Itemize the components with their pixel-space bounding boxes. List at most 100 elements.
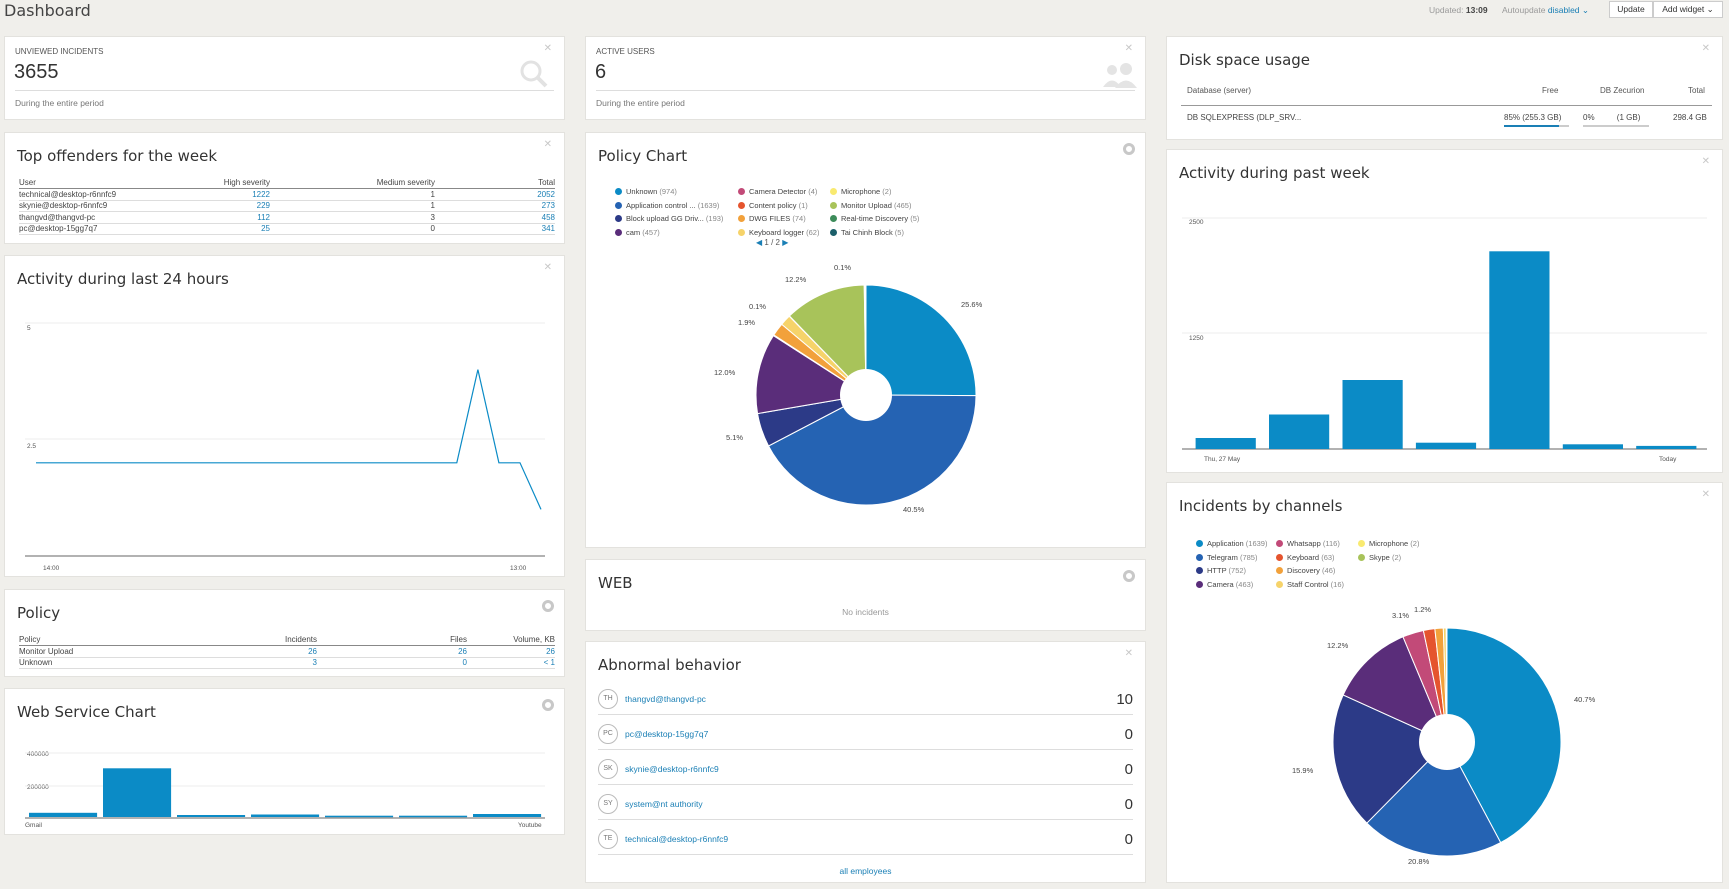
legend-swatch <box>738 188 745 195</box>
autoupdate-toggle[interactable]: Autoupdate disabled ⌄ <box>1502 5 1589 16</box>
pie-slice[interactable] <box>864 284 867 396</box>
bar[interactable] <box>177 815 246 817</box>
legend-item[interactable]: Block upload GG Driv... (193) <box>615 214 723 223</box>
pie-slice[interactable] <box>865 284 977 397</box>
updated-time: 13:09 <box>1465 5 1488 15</box>
pie-slice[interactable] <box>767 394 977 506</box>
bar[interactable] <box>1269 414 1330 450</box>
bar[interactable] <box>1342 380 1403 449</box>
bar[interactable] <box>1489 251 1550 449</box>
gear-icon[interactable] <box>1123 143 1135 155</box>
legend-item[interactable]: Content policy (1) <box>738 201 808 210</box>
legend-item[interactable]: Whatsapp (116) <box>1276 539 1340 548</box>
col-volume: Volume, KB <box>467 634 555 646</box>
close-icon[interactable]: ✕ <box>1124 648 1133 659</box>
close-icon[interactable]: ✕ <box>1124 43 1133 54</box>
bar[interactable] <box>29 812 98 817</box>
col-user: User <box>19 177 190 189</box>
close-icon[interactable]: ✕ <box>1701 156 1710 167</box>
high-severity-link[interactable]: 112 <box>190 211 270 224</box>
legend-item[interactable]: Camera Detector (4) <box>738 187 817 196</box>
legend-label: HTTP <box>1207 566 1227 576</box>
employee-link[interactable]: technical@desktop-r6nnfc9 <box>625 834 729 844</box>
employee-link[interactable]: skynie@desktop-r6nnfc9 <box>625 764 719 774</box>
files-link[interactable]: 26 <box>317 645 467 658</box>
pie-slice[interactable] <box>1446 627 1562 844</box>
policy-cell: Unknown <box>19 657 227 669</box>
add-widget-button[interactable]: Add widget ⌄ <box>1653 1 1723 18</box>
legend-item[interactable]: DWG FILES (74) <box>738 214 806 223</box>
y-tick: 5 <box>27 325 31 332</box>
high-severity-link[interactable]: 1222 <box>190 188 270 201</box>
legend-item[interactable]: Camera (463) <box>1196 580 1253 589</box>
legend-item[interactable]: Discovery (46) <box>1276 566 1335 575</box>
bar[interactable] <box>473 814 542 817</box>
gear-icon[interactable] <box>542 699 554 711</box>
total-link[interactable]: 341 <box>435 223 555 235</box>
legend-item[interactable]: cam (457) <box>615 228 660 237</box>
close-icon[interactable]: ✕ <box>543 262 552 273</box>
legend-item[interactable]: Skype (2) <box>1358 553 1401 562</box>
volume-link[interactable]: < 1 <box>467 657 555 669</box>
bar[interactable] <box>251 814 320 818</box>
pie-slice[interactable] <box>788 284 867 397</box>
incidents-link[interactable]: 3 <box>227 657 317 669</box>
legend-item[interactable]: Monitor Upload (465) <box>830 201 911 210</box>
avatar: TE <box>598 829 618 849</box>
pie-slice[interactable] <box>1332 694 1448 824</box>
legend-item[interactable]: HTTP (752) <box>1196 566 1246 575</box>
legend-item[interactable]: Microphone (2) <box>830 187 891 196</box>
legend-item[interactable]: Tai Chinh Block (5) <box>830 228 904 237</box>
pie-slice[interactable] <box>1342 636 1448 743</box>
disk-free-cell: 85% (255.3 GB) <box>1504 113 1568 122</box>
legend-item[interactable]: Staff Control (16) <box>1276 580 1344 589</box>
legend-item[interactable]: Unknown (974) <box>615 187 677 196</box>
total-link[interactable]: 2052 <box>435 188 555 201</box>
legend-item[interactable]: Microphone (2) <box>1358 539 1419 548</box>
add-widget-label: Add widget <box>1662 4 1705 14</box>
high-severity-link[interactable]: 25 <box>190 223 270 235</box>
volume-link[interactable]: 26 <box>467 645 555 658</box>
legend-item[interactable]: Keyboard (63) <box>1276 553 1335 562</box>
total-link[interactable]: 273 <box>435 200 555 212</box>
bar[interactable] <box>1415 442 1477 449</box>
autoupdate-value[interactable]: disabled <box>1547 5 1580 15</box>
files-link[interactable]: 0 <box>317 657 467 669</box>
legend-item[interactable]: Keyboard logger (62) <box>738 228 819 237</box>
bar[interactable] <box>103 768 172 817</box>
incidents-link[interactable]: 26 <box>227 645 317 658</box>
high-severity-link[interactable]: 229 <box>190 200 270 212</box>
update-button[interactable]: Update <box>1609 1 1653 18</box>
employee-link[interactable]: pc@desktop-15gg7q7 <box>625 729 709 739</box>
bar[interactable] <box>1636 445 1697 449</box>
close-icon[interactable]: ✕ <box>1701 43 1710 54</box>
bar[interactable] <box>399 815 468 818</box>
close-icon[interactable]: ✕ <box>543 139 552 150</box>
col-total: Total <box>435 177 555 189</box>
employee-link[interactable]: thangvd@thangvd-pc <box>625 694 706 704</box>
close-icon[interactable]: ✕ <box>1701 489 1710 500</box>
close-icon[interactable]: ✕ <box>543 43 552 54</box>
pie-slice[interactable] <box>755 334 868 415</box>
pie-slice[interactable] <box>1366 741 1502 857</box>
bar[interactable] <box>1195 438 1256 449</box>
legend-swatch <box>1276 580 1283 588</box>
legend-item[interactable]: Application (1639) <box>1196 539 1267 548</box>
disk-col-total: Total <box>1688 86 1705 95</box>
employee-link[interactable]: system@nt authority <box>625 799 703 809</box>
all-employees-link[interactable]: all employees <box>839 866 892 876</box>
legend-label: Skype <box>1369 552 1390 562</box>
gear-icon[interactable] <box>542 600 554 612</box>
next-page-icon[interactable]: ▶ <box>782 238 789 247</box>
legend-item[interactable]: Real-time Discovery (5) <box>830 214 919 223</box>
gear-icon[interactable] <box>1123 570 1135 582</box>
widget-title: Policy <box>17 604 61 622</box>
bar[interactable] <box>1562 444 1623 449</box>
kpi-value: 6 <box>595 61 607 83</box>
total-link[interactable]: 458 <box>435 211 555 224</box>
updated-label: Updated: <box>1429 5 1464 15</box>
prev-page-icon[interactable]: ◀ <box>756 238 763 247</box>
legend-item[interactable]: Application control ... (1639) <box>615 201 719 210</box>
bar[interactable] <box>325 815 394 818</box>
legend-item[interactable]: Telegram (785) <box>1196 553 1257 562</box>
